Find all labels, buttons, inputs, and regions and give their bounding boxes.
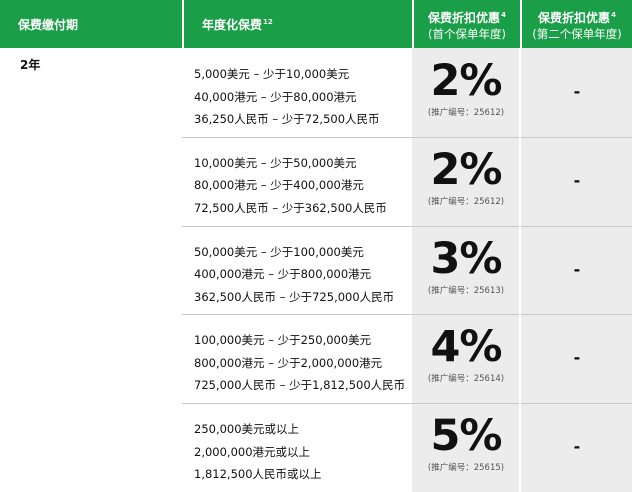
discount-cell: 5% (推广编号：25615): [412, 413, 520, 473]
premium-line: 1,812,500人民币或以上: [194, 467, 322, 482]
discount-rate: 5%: [430, 411, 502, 462]
header-title: 年度化保费12: [202, 16, 273, 33]
premium-line: 362,500人民币 – 少于725,000人民币: [194, 289, 395, 304]
second-year-column-bg: [521, 48, 632, 492]
second-year-discount: -: [573, 82, 581, 101]
header-text: 年度化保费: [202, 17, 263, 32]
premium-line: 400,000港元 – 少于800,000港元: [194, 267, 372, 282]
table-row: 250,000美元或以上 2,000,000港元或以上 1,812,500人民币或以…: [182, 403, 632, 492]
table-row: 10,000美元 – 少于50,000美元 80,000港元 – 少于400,00…: [182, 137, 632, 226]
promo-code: (推广编号：25614): [427, 374, 505, 385]
row-divider: [182, 136, 632, 138]
header-cell: 保费折扣优惠4 (第二个保单年度): [522, 0, 632, 48]
discount-cell: 2% (推广编号：25612): [412, 58, 520, 118]
discount-cell: 3% (推广编号：25613): [412, 236, 520, 296]
row-divider: [182, 314, 632, 316]
premium-range: 5,000美元 – 少于10,000美元 40,000港元 – 少于80,000港…: [194, 63, 380, 131]
premium-line: 80,000港元 – 少于400,000港元: [194, 178, 364, 193]
header-title: 保费缴付期: [18, 17, 79, 32]
header-title: 保费折扣优惠4: [428, 7, 506, 26]
discount-cell: 2% (推广编号：25612): [412, 147, 520, 207]
header-subtitle: (首个保单年度): [428, 26, 506, 41]
premium-range: 100,000美元 – 少于250,000美元 800,000港元 – 少于2,0…: [194, 329, 405, 397]
row-divider: [182, 403, 632, 405]
discount-cell: 4% (推广编号：25614): [412, 324, 520, 384]
premium-line: 725,000人民币 – 少于1,812,500人民币: [194, 378, 406, 393]
second-year-discount: -: [573, 437, 581, 457]
header-subtitle: (第二个保单年度): [532, 26, 622, 41]
promo-code: (推广编号：25615): [427, 463, 505, 474]
table-row: 100,000美元 – 少于250,000美元 800,000港元 – 少于2,0…: [182, 314, 632, 403]
table-row: 5,000美元 – 少于10,000美元 40,000港元 – 少于80,000港…: [182, 48, 632, 137]
row-divider: [182, 225, 632, 227]
header-title: 保费折扣优惠4: [538, 7, 616, 26]
discount-rate: 4%: [430, 322, 502, 373]
second-year-discount: -: [573, 348, 581, 368]
promo-code: (推广编号：25613): [427, 285, 505, 296]
superscript: 12: [263, 17, 273, 26]
premium-range: 250,000美元或以上 2,000,000港元或以上 1,812,500人民币或以…: [194, 418, 322, 486]
premium-line: 2,000,000港元或以上: [194, 444, 311, 459]
header-text: 保费折扣优惠: [428, 10, 501, 25]
promo-code: (推广编号：25612): [427, 108, 505, 118]
premium-line: 100,000美元 – 少于250,000美元: [194, 333, 372, 348]
premium-line: 50,000美元 – 少于100,000美元: [194, 244, 364, 259]
second-year-discount: -: [573, 259, 581, 279]
header-text: 保费折扣优惠: [538, 10, 611, 25]
header-cell: 保费缴付期: [0, 0, 182, 48]
premium-range: 10,000美元 – 少于50,000美元 80,000港元 – 少于400,00…: [194, 152, 387, 220]
discount-rate: 2%: [430, 56, 502, 106]
premium-range: 50,000美元 – 少于100,000美元 400,000港元 – 少于800,…: [194, 241, 394, 309]
premium-line: 10,000美元 – 少于50,000美元: [194, 155, 357, 170]
second-year-discount: -: [573, 170, 581, 190]
column-divider: [519, 48, 521, 492]
payment-period: 2年: [20, 58, 41, 72]
premium-line: 36,250人民币 – 少于72,500人民币: [194, 112, 380, 126]
premium-line: 5,000美元 – 少于10,000美元: [194, 67, 350, 81]
premium-line: 72,500人民币 – 少于362,500人民币: [194, 200, 387, 215]
header-cell: 保费折扣优惠4 (首个保单年度): [414, 0, 520, 48]
superscript: 4: [611, 10, 616, 19]
superscript: 4: [501, 10, 506, 19]
header-cell: 年度化保费12: [184, 0, 412, 48]
table-row: 50,000美元 – 少于100,000美元 400,000港元 – 少于800,…: [182, 226, 632, 315]
discount-column-bg: [412, 48, 519, 492]
premium-line: 250,000美元或以上: [194, 422, 300, 437]
discount-rate: 3%: [430, 233, 502, 284]
promo-code: (推广编号：25612): [427, 196, 505, 207]
discount-rate: 2%: [430, 144, 502, 195]
premium-line: 800,000港元 – 少于2,000,000港元: [194, 355, 383, 370]
premium-line: 40,000港元 – 少于80,000港元: [194, 89, 357, 104]
